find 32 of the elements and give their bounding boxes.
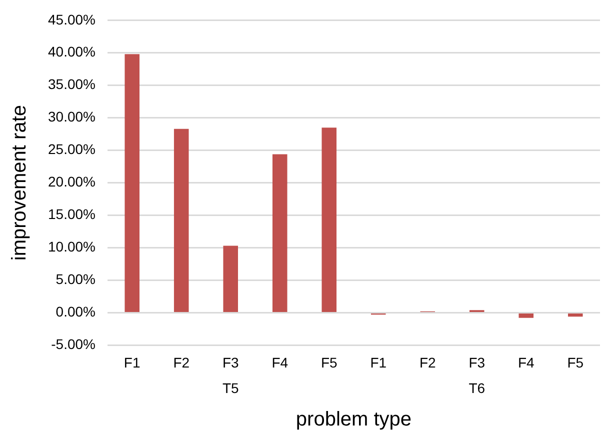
x-tick-label: F4 — [518, 354, 534, 370]
x-axis-title: problem type — [296, 408, 412, 431]
text: T6 — [468, 380, 486, 396]
y-axis-title: improvement rate — [8, 104, 31, 261]
x-tick-label: F2 — [419, 354, 436, 370]
bar — [568, 313, 583, 317]
bar — [322, 128, 337, 312]
x-tick-label: F1 — [370, 354, 387, 370]
bar — [174, 128, 189, 312]
y-tick-label: 45.00% — [48, 11, 96, 28]
x-tick-label: F3 — [222, 354, 239, 370]
x-tick-label: F2 — [173, 354, 190, 370]
y-tick-label: -5.00% — [51, 336, 96, 352]
bar — [272, 154, 288, 312]
y-tick-label: 20.00% — [48, 174, 96, 190]
x-tick-label: F4 — [272, 354, 288, 370]
x-tick-label: F5 — [567, 354, 584, 370]
y-tick-label: 15.00% — [48, 206, 96, 222]
y-tick-label: 30.00% — [48, 108, 96, 125]
x-tick-label: F1 — [124, 354, 140, 370]
y-tick-label: 35.00% — [48, 76, 96, 92]
bar — [124, 54, 140, 312]
y-tick-label: 25.00% — [48, 141, 96, 158]
y-tick-label: 10.00% — [48, 238, 96, 255]
x-tick-label: F3 — [468, 354, 486, 370]
x-tick-label: F5 — [320, 354, 338, 370]
text: T5 — [222, 380, 239, 396]
y-tick-label: 40.00% — [48, 44, 96, 60]
y-tick-label: 0.00% — [56, 304, 96, 320]
y-tick-label: 5.00% — [56, 271, 96, 288]
bar — [518, 313, 534, 318]
bar — [223, 246, 238, 312]
